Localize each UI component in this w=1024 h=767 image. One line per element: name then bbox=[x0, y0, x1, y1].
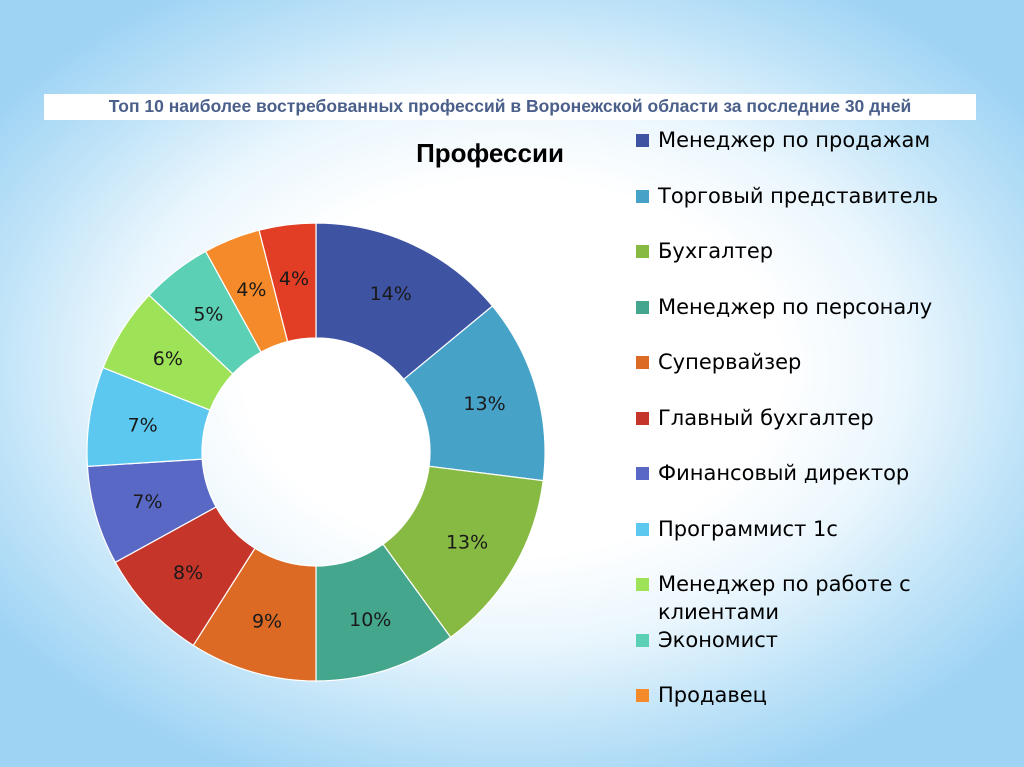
banner-text: Топ 10 наиболее востребованных профессий… bbox=[108, 96, 912, 116]
legend-item: Менеджер по продажам bbox=[636, 126, 996, 182]
legend-label: Менеджер по работе с клиентами bbox=[658, 572, 911, 624]
legend-swatch bbox=[636, 356, 649, 369]
legend-item: Бухгалтер bbox=[636, 237, 996, 293]
legend-swatch bbox=[636, 134, 649, 147]
legend-label: Менеджер по персоналу bbox=[658, 294, 933, 319]
legend-item: Главный бухгалтер bbox=[636, 404, 996, 460]
legend-item: Продавец bbox=[636, 681, 996, 737]
legend-swatch bbox=[636, 300, 649, 314]
legend-label: Экономист bbox=[658, 627, 779, 652]
legend-item: Торговый представитель bbox=[636, 182, 996, 238]
legend-label: Программист 1с bbox=[658, 516, 838, 541]
chart-title: Профессии bbox=[416, 138, 564, 168]
legend-item: Менеджер по персоналу bbox=[636, 293, 996, 349]
legend-item: Программист 1с bbox=[636, 515, 996, 571]
legend: Менеджер по продажам Торговый представите… bbox=[636, 126, 996, 737]
legend-item: Экономист bbox=[636, 626, 996, 682]
slice-data-label: 9% bbox=[252, 611, 282, 633]
legend-swatch bbox=[636, 411, 649, 425]
legend-label: Финансовый директор bbox=[658, 461, 910, 485]
legend-swatch bbox=[636, 689, 649, 702]
slice-data-label: 13% bbox=[463, 393, 505, 415]
legend-item: Финансовый директор bbox=[636, 459, 996, 515]
banner: Топ 10 наиболее востребованных профессий… bbox=[44, 94, 976, 120]
slice-data-label: 10% bbox=[349, 609, 391, 631]
legend-label: Продавец bbox=[658, 683, 767, 707]
slice-data-label: 14% bbox=[370, 283, 412, 305]
legend-label: Менеджер по продажам bbox=[658, 128, 931, 152]
slice-data-label: 8% bbox=[173, 562, 203, 584]
slice-data-label: 5% bbox=[193, 303, 223, 325]
legend-swatch bbox=[636, 467, 649, 480]
legend-label: Супервайзер bbox=[658, 350, 802, 374]
legend-label: Торговый представитель bbox=[658, 183, 939, 208]
legend-item: Супервайзер bbox=[636, 348, 996, 404]
donut-slice bbox=[258, 222, 317, 343]
legend-swatch bbox=[636, 633, 649, 647]
legend-swatch bbox=[636, 578, 649, 591]
legend-label: Главный бухгалтер bbox=[658, 405, 874, 430]
slice-data-label: 7% bbox=[128, 415, 158, 437]
slice-data-label: 6% bbox=[153, 348, 183, 370]
legend-item: Менеджер по работе с клиентами bbox=[636, 570, 996, 626]
legend-swatch bbox=[636, 522, 649, 536]
legend-swatch bbox=[636, 189, 649, 203]
slice-data-label: 13% bbox=[446, 531, 488, 553]
slice-data-label: 4% bbox=[236, 279, 266, 301]
slice-data-label: 4% bbox=[279, 268, 309, 290]
slice-data-label: 7% bbox=[132, 491, 162, 513]
legend-label: Бухгалтер bbox=[658, 239, 774, 263]
legend-swatch bbox=[636, 245, 649, 258]
